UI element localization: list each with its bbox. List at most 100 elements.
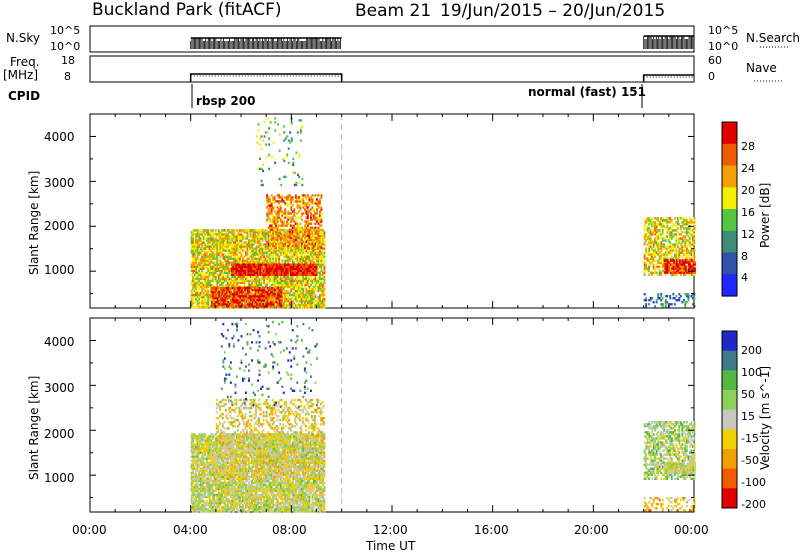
range-cell (204, 229, 207, 232)
range-cell (264, 283, 267, 287)
range-cell (251, 257, 253, 260)
range-cell (257, 231, 259, 234)
range-cell (255, 281, 258, 285)
range-cell (207, 243, 210, 246)
range-cell (323, 255, 326, 258)
range-cell (258, 233, 261, 236)
range-cell (220, 231, 223, 234)
range-cell (199, 247, 202, 250)
range-cell (213, 267, 216, 270)
range-cell (270, 233, 273, 236)
range-cell (192, 267, 195, 270)
range-cell (237, 281, 240, 285)
range-cell (226, 265, 229, 268)
range-cell (216, 239, 219, 242)
range-cell (204, 285, 207, 289)
range-cell (210, 235, 213, 238)
range-cell (193, 289, 196, 293)
range-cell (195, 265, 198, 268)
range-cell (228, 257, 231, 260)
range-cell (220, 229, 223, 232)
range-cell (280, 299, 283, 302)
range-cell (259, 137, 261, 140)
range-cell (260, 237, 262, 240)
range-cell (211, 271, 214, 274)
range-cell (214, 253, 217, 256)
range-cell (245, 229, 247, 232)
range-cell (284, 137, 287, 140)
range-cell (198, 287, 201, 291)
range-cell (234, 259, 237, 262)
range-cell (266, 243, 269, 246)
range-cell (201, 265, 204, 268)
range-cell (226, 239, 229, 242)
range-cell (225, 269, 228, 272)
range-cell (260, 179, 263, 183)
range-cell (252, 253, 255, 256)
range-cell (273, 297, 276, 301)
range-cell (195, 289, 198, 293)
range-cell (193, 285, 196, 289)
range-cell (207, 297, 210, 301)
range-cell (239, 277, 241, 281)
range-cell (681, 231, 684, 234)
range-cell (195, 233, 198, 236)
range-cell (199, 239, 202, 242)
range-cell (225, 279, 228, 283)
range-cell (207, 245, 210, 248)
range-cell (252, 279, 255, 283)
range-cell (208, 279, 211, 283)
range-cell (228, 241, 231, 244)
range-cell (207, 275, 210, 279)
range-cell (207, 301, 210, 305)
range-cell (248, 281, 250, 285)
range-cell (201, 261, 204, 264)
range-cell (220, 279, 223, 283)
range-cell (264, 249, 267, 252)
range-cell (246, 271, 249, 274)
range-cell (201, 281, 204, 285)
range-cell (193, 293, 196, 297)
range-cell (219, 245, 222, 248)
range-cell (199, 281, 202, 285)
range-cell (314, 222, 317, 225)
range-cell (196, 253, 199, 256)
range-cell (243, 299, 246, 303)
range-cell (214, 277, 217, 281)
range-cell (213, 279, 216, 283)
range-cell (278, 149, 281, 152)
range-cell (214, 247, 217, 250)
range-cell (193, 229, 196, 232)
range-cell (260, 147, 263, 150)
range-cell (198, 267, 201, 270)
range-cell (243, 237, 246, 240)
range-cell (284, 175, 287, 179)
range-cell (232, 281, 235, 285)
range-cell (214, 245, 217, 248)
range-cell (248, 261, 250, 264)
range-cell (306, 214, 309, 217)
range-cell (208, 306, 211, 309)
range-cell (252, 229, 255, 232)
range-cell (251, 245, 253, 248)
range-cell (210, 259, 213, 262)
range-cell (204, 277, 207, 281)
range-cell (216, 243, 219, 246)
range-cell (249, 275, 252, 279)
range-cell (681, 255, 684, 258)
range-cell (201, 277, 204, 281)
range-cell (259, 143, 261, 146)
range-cell (219, 235, 222, 238)
range-cell (239, 257, 241, 260)
range-cell (207, 291, 210, 295)
range-cell (270, 249, 273, 252)
range-cell (222, 277, 225, 281)
range-cell (285, 202, 288, 205)
range-cell (237, 235, 240, 238)
range-cell (323, 235, 326, 238)
range-cell (263, 229, 265, 232)
range-cell (251, 261, 253, 264)
range-cell (192, 287, 195, 291)
range-cell (251, 277, 253, 281)
range-cell (219, 261, 222, 264)
